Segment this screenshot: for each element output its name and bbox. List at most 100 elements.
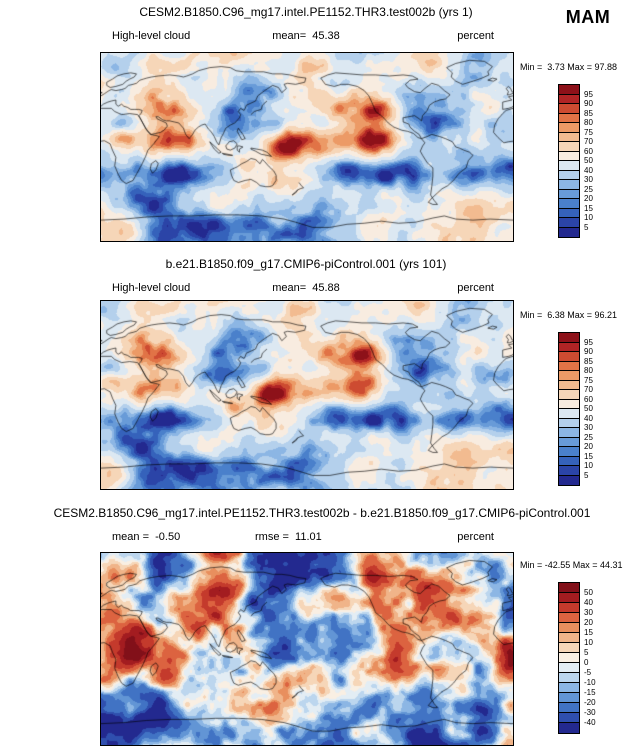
colorbar-segment bbox=[559, 123, 579, 133]
panel3-map-frame bbox=[100, 552, 514, 746]
colorbar-tick-label: 10 bbox=[584, 461, 593, 470]
colorbar-segment bbox=[559, 342, 579, 352]
colorbar-tick-label: 30 bbox=[584, 608, 593, 617]
colorbar-tick-label: 70 bbox=[584, 137, 593, 146]
colorbar-tick-label: 5 bbox=[584, 222, 589, 232]
panel2-map-frame bbox=[100, 300, 514, 490]
panel1-units-label: percent bbox=[457, 30, 494, 42]
panel1-title: CESM2.B1850.C96_mg17.intel.PE1152.THR3.t… bbox=[139, 5, 473, 19]
colorbar-segment bbox=[559, 437, 579, 447]
colorbar-tick-label: 25 bbox=[584, 432, 593, 442]
colorbar-strip bbox=[558, 332, 580, 486]
colorbar-tick-label: 60 bbox=[584, 394, 593, 404]
colorbar-tick-label: 10 bbox=[584, 213, 593, 222]
colorbar-tick-label: 5 bbox=[584, 470, 589, 480]
panel2-title: b.e21.B1850.f09_g17.CMIP6-piControl.001 … bbox=[165, 257, 447, 271]
panel1-map-canvas bbox=[101, 53, 513, 241]
panel2-minmax-label: Min = 6.38 Max = 96.21 bbox=[520, 310, 618, 320]
colorbar-tick-label: -15 bbox=[584, 688, 596, 697]
colorbar-tick-label: 70 bbox=[584, 385, 593, 394]
colorbar-strip bbox=[558, 582, 580, 734]
colorbar-segment bbox=[559, 151, 579, 161]
colorbar-segment bbox=[559, 132, 579, 142]
colorbar-segment bbox=[559, 633, 579, 643]
colorbar-tick-label: 50 bbox=[584, 588, 593, 597]
colorbar-tick-label: 40 bbox=[584, 413, 593, 423]
panel3-minmax-label: Min = -42.55 Max = 44.31 bbox=[520, 560, 623, 570]
panel2-units-label: percent bbox=[457, 282, 494, 294]
colorbar-segment bbox=[559, 653, 579, 663]
colorbar-segment bbox=[559, 713, 579, 723]
colorbar-tick-label: 40 bbox=[584, 165, 593, 175]
colorbar-segment bbox=[559, 361, 579, 371]
season-label: MAM bbox=[565, 7, 611, 27]
colorbar-segment bbox=[559, 104, 579, 114]
colorbar-tick-label: 85 bbox=[584, 108, 593, 118]
panel3-colorbar: 50 40 30 20 15 10 5 0 -5 -10 -15 -20 -30 -40 bbox=[558, 582, 644, 736]
colorbar-segment bbox=[559, 603, 579, 613]
colorbar-tick-label: 40 bbox=[584, 598, 593, 607]
colorbar-segment bbox=[559, 371, 579, 381]
colorbar-tick-label: 15 bbox=[584, 628, 593, 637]
colorbar-segment bbox=[559, 643, 579, 653]
colorbar-segment bbox=[559, 623, 579, 633]
colorbar-segment bbox=[559, 161, 579, 171]
colorbar-tick-label: 20 bbox=[584, 442, 593, 451]
colorbar-segment bbox=[559, 428, 579, 438]
panel1-mean-label: mean= 45.38 bbox=[272, 30, 340, 42]
colorbar-segment bbox=[559, 663, 579, 673]
colorbar-segment bbox=[559, 352, 579, 362]
colorbar-segment bbox=[559, 703, 579, 713]
colorbar-segment bbox=[559, 390, 579, 400]
colorbar-segment bbox=[559, 593, 579, 603]
colorbar-segment bbox=[559, 180, 579, 190]
panel3-units-label: percent bbox=[457, 531, 494, 543]
colorbar-tick-label: 0 bbox=[584, 658, 589, 667]
colorbar-strip bbox=[558, 84, 580, 238]
colorbar-segment bbox=[559, 208, 579, 218]
colorbar-tick-label: 15 bbox=[584, 203, 593, 213]
colorbar-segment bbox=[559, 94, 579, 104]
colorbar-tick-label: 60 bbox=[584, 146, 593, 156]
colorbar-tick-label: 80 bbox=[584, 118, 593, 127]
panel1-minmax-label: Min = 3.73 Max = 97.88 bbox=[520, 62, 618, 72]
colorbar-tick-label: 80 bbox=[584, 366, 593, 375]
colorbar-segment bbox=[559, 170, 579, 180]
colorbar-tick-label: 20 bbox=[584, 618, 593, 627]
colorbar-tick-label: 30 bbox=[584, 423, 593, 432]
colorbar-segment bbox=[559, 218, 579, 228]
colorbar-segment bbox=[559, 142, 579, 152]
panel3-mean-label: mean = -0.50 bbox=[112, 531, 181, 543]
colorbar-tick-label: 95 bbox=[584, 337, 593, 347]
colorbar-tick-label: 95 bbox=[584, 89, 593, 99]
colorbar-segment bbox=[559, 409, 579, 419]
colorbar-tick-label: 20 bbox=[584, 194, 593, 203]
colorbar-segment bbox=[559, 583, 579, 593]
panel3-rmse-label: rmse = 11.01 bbox=[255, 531, 322, 543]
panel1-colorbar: 95 90 85 80 75 70 60 50 40 30 25 20 15 10 5 bbox=[558, 84, 644, 240]
panel2-colorbar: 95 90 85 80 75 70 60 50 40 30 25 20 15 10 5 bbox=[558, 332, 644, 488]
colorbar-tick-label: 85 bbox=[584, 356, 593, 366]
colorbar-segment bbox=[559, 673, 579, 683]
colorbar-segment bbox=[559, 85, 579, 95]
colorbar-tick-label: 90 bbox=[584, 347, 593, 356]
panel1-field-label: High-level cloud bbox=[112, 30, 191, 42]
colorbar-tick-label: -30 bbox=[584, 708, 596, 717]
colorbar-tick-label: -20 bbox=[584, 698, 596, 707]
colorbar-segment bbox=[559, 693, 579, 703]
colorbar-segment bbox=[559, 189, 579, 199]
colorbar-tick-label: -40 bbox=[584, 718, 596, 727]
colorbar-tick-label: 10 bbox=[584, 638, 593, 647]
colorbar-tick-label: -5 bbox=[584, 668, 592, 677]
colorbar-tick-label: 75 bbox=[584, 375, 593, 385]
panel2-mean-label: mean= 45.88 bbox=[272, 282, 340, 294]
colorbar-tick-label: 50 bbox=[584, 404, 593, 413]
colorbar-segment bbox=[559, 199, 579, 209]
colorbar-segment bbox=[559, 447, 579, 457]
colorbar-tick-label: -10 bbox=[584, 678, 596, 687]
panel2-field-label: High-level cloud bbox=[112, 282, 191, 294]
colorbar-tick-label: 5 bbox=[584, 648, 589, 657]
colorbar-tick-label: 50 bbox=[584, 156, 593, 165]
colorbar-segment bbox=[559, 333, 579, 343]
